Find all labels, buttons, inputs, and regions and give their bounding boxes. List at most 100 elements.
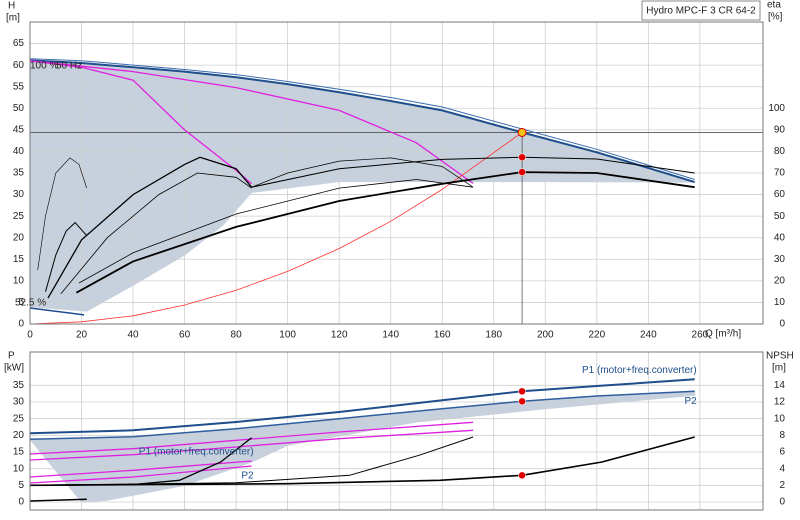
curve-label: P1 (motor+freq.converter): [139, 447, 254, 458]
y2-tick-label: 70: [774, 168, 786, 179]
y2-tick-label: 50: [774, 211, 786, 222]
y-tick-label: 45: [13, 124, 25, 135]
curve: [29, 59, 695, 184]
operating-point: [518, 471, 526, 480]
y-tick-label: 5: [18, 480, 24, 491]
curve-label: P2: [241, 471, 254, 482]
y2-tick-label: 30: [774, 254, 786, 265]
curve: [251, 157, 474, 188]
x-tick-label: 120: [331, 330, 348, 341]
plot-frame: [29, 351, 764, 511]
y-tick-label: 25: [13, 211, 25, 222]
y-tick-label: 20: [13, 430, 25, 441]
chart-title: Hydro MPC-F 3 CR 64-2: [646, 6, 756, 17]
curve: [37, 157, 87, 271]
p-axis-label: P: [8, 351, 15, 362]
eta-axis-label: eta: [767, 0, 781, 11]
y-tick-label: 65: [13, 38, 25, 49]
y-tick-label: 60: [13, 60, 25, 71]
x-tick-label: 140: [382, 330, 399, 341]
x-tick-label: 20: [76, 330, 88, 341]
curve: [29, 307, 85, 316]
y-tick-label: 0: [18, 497, 24, 508]
y-tick-label: 35: [13, 168, 25, 179]
curve-label: P1 (motor+freq.converter): [582, 365, 697, 376]
x-tick-label: 260: [692, 330, 709, 341]
h-axis-label: H: [8, 1, 15, 12]
y2-tick-label: 60: [774, 189, 786, 200]
y2-tick-label: 8: [779, 430, 785, 441]
curve: [29, 436, 474, 486]
x-tick-label: 60: [179, 330, 191, 341]
curve: [29, 465, 252, 484]
y-tick-label: 15: [13, 447, 25, 458]
y2-tick-label: 40: [774, 232, 786, 243]
eta-axis-unit: [%]: [768, 12, 783, 23]
curve-label: P2: [684, 396, 697, 407]
operating-point: [518, 168, 526, 176]
curve: [45, 221, 88, 292]
npsh-axis-unit: [m]: [772, 363, 786, 374]
plot-content: [28, 352, 763, 510]
y-tick-label: 55: [13, 81, 25, 92]
y2-tick-label: 100: [768, 103, 785, 114]
curve: [47, 156, 253, 299]
x-tick-label: 180: [485, 330, 502, 341]
curve: [29, 390, 695, 441]
y-tick-label: 5: [18, 297, 24, 308]
y2-tick-label: 80: [774, 146, 786, 157]
y-tick-label: 35: [13, 380, 25, 391]
curve: [60, 172, 252, 295]
curve: [29, 421, 474, 455]
operating-point: [518, 387, 526, 396]
y-tick-label: 30: [13, 397, 25, 408]
y2-tick-label: 10: [774, 297, 786, 308]
y2-tick-label: 90: [774, 124, 786, 135]
y2-tick-label: 14: [774, 380, 786, 391]
speed-annotation: 100 %: [30, 61, 58, 72]
plot-frame: [29, 21, 764, 325]
curve: [29, 460, 252, 478]
operating-point: [518, 153, 526, 162]
npsh-axis-label: NPSH: [766, 351, 794, 362]
x-tick-label: 240: [640, 330, 657, 341]
y-tick-label: 10: [13, 275, 25, 286]
y2-tick-label: 10: [774, 413, 786, 424]
y2-tick-label: 0: [779, 497, 785, 508]
x-tick-label: 40: [127, 330, 139, 341]
duty-point: [517, 127, 527, 137]
y2-tick-label: 12: [774, 397, 786, 408]
curve: [29, 429, 474, 461]
plots: 0510152025303540455055606501020304050607…: [13, 21, 786, 511]
curve: [29, 58, 695, 180]
curve: [29, 498, 87, 502]
h-axis-unit: [m]: [6, 13, 20, 24]
y-tick-label: 15: [13, 254, 25, 265]
y2-tick-label: 2: [779, 480, 785, 491]
min-speed-annotation: 52.5 %: [15, 298, 46, 309]
q-axis-label: Q [m³/h]: [705, 329, 741, 340]
y-tick-label: 20: [13, 232, 25, 243]
curve: [78, 179, 474, 284]
y-tick-label: 40: [13, 146, 25, 157]
y2-tick-label: 0: [779, 319, 785, 330]
y2-tick-label: 6: [779, 447, 785, 458]
curve: [29, 60, 474, 184]
x-tick-label: 0: [27, 330, 33, 341]
operating-point: [518, 397, 526, 406]
x-tick-label: 80: [231, 330, 243, 341]
y-tick-label: 30: [13, 189, 25, 200]
freq-annotation: 50 Hz: [56, 61, 82, 72]
curve: [29, 132, 523, 325]
x-tick-label: 100: [279, 330, 296, 341]
y-tick-label: 50: [13, 103, 25, 114]
curve: [75, 171, 695, 294]
y2-tick-label: 4: [779, 463, 785, 474]
y-tick-label: 0: [18, 319, 24, 330]
curve: [251, 156, 695, 188]
p-axis-unit: [kW]: [4, 363, 24, 374]
y2-tick-label: 20: [774, 275, 786, 286]
curve: [29, 436, 695, 487]
y-tick-label: 25: [13, 413, 25, 424]
